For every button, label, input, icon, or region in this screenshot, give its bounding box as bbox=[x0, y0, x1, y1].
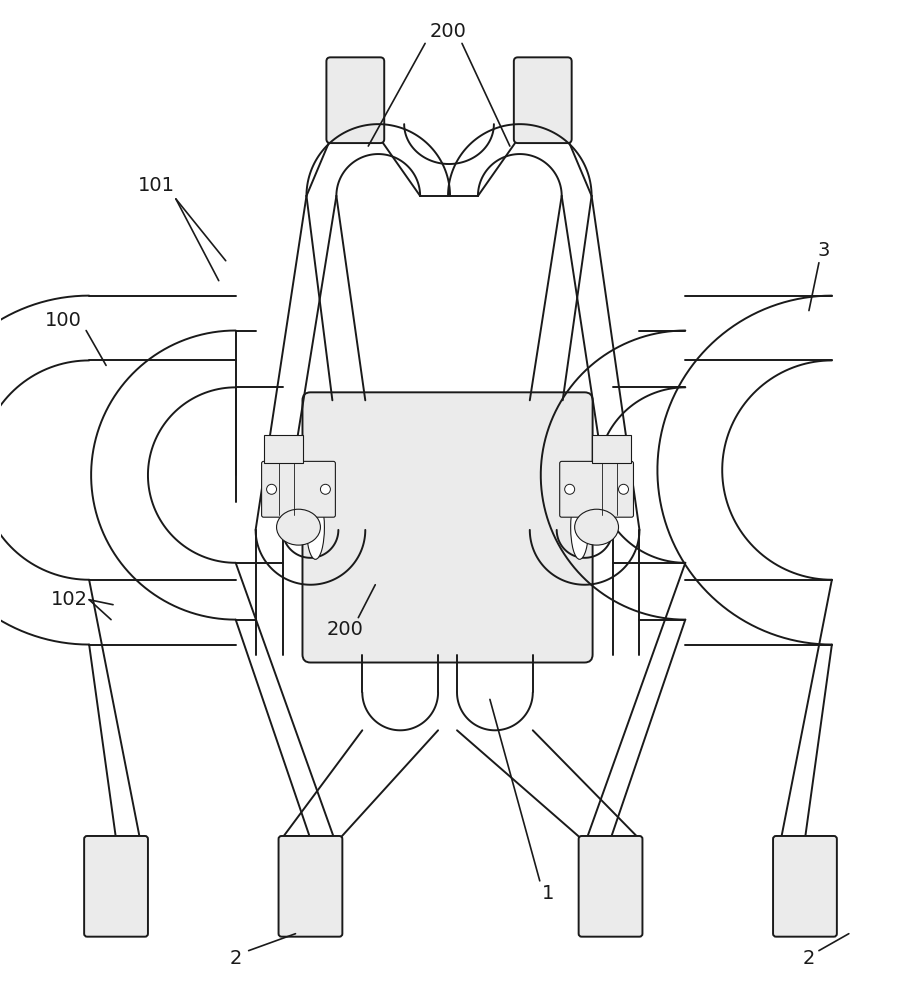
FancyBboxPatch shape bbox=[278, 836, 343, 937]
FancyBboxPatch shape bbox=[560, 461, 634, 517]
Text: 2: 2 bbox=[803, 949, 815, 968]
Ellipse shape bbox=[571, 496, 589, 559]
Ellipse shape bbox=[575, 509, 619, 545]
Ellipse shape bbox=[321, 484, 331, 494]
FancyBboxPatch shape bbox=[302, 392, 592, 663]
Ellipse shape bbox=[266, 484, 276, 494]
Ellipse shape bbox=[307, 496, 324, 559]
Text: 200: 200 bbox=[327, 620, 364, 639]
FancyBboxPatch shape bbox=[326, 57, 384, 143]
Ellipse shape bbox=[276, 509, 321, 545]
Text: 100: 100 bbox=[45, 311, 82, 330]
FancyBboxPatch shape bbox=[514, 57, 572, 143]
Text: 1: 1 bbox=[542, 884, 554, 903]
FancyBboxPatch shape bbox=[262, 461, 335, 517]
Text: 3: 3 bbox=[818, 241, 830, 260]
Text: 2: 2 bbox=[229, 949, 242, 968]
Ellipse shape bbox=[619, 484, 628, 494]
FancyBboxPatch shape bbox=[84, 836, 148, 937]
Text: 102: 102 bbox=[51, 590, 87, 609]
Text: 101: 101 bbox=[137, 176, 174, 195]
Ellipse shape bbox=[565, 484, 575, 494]
Text: 200: 200 bbox=[429, 22, 466, 41]
FancyBboxPatch shape bbox=[773, 836, 837, 937]
Bar bbox=[263, 435, 304, 463]
FancyBboxPatch shape bbox=[578, 836, 643, 937]
Bar bbox=[591, 435, 632, 463]
